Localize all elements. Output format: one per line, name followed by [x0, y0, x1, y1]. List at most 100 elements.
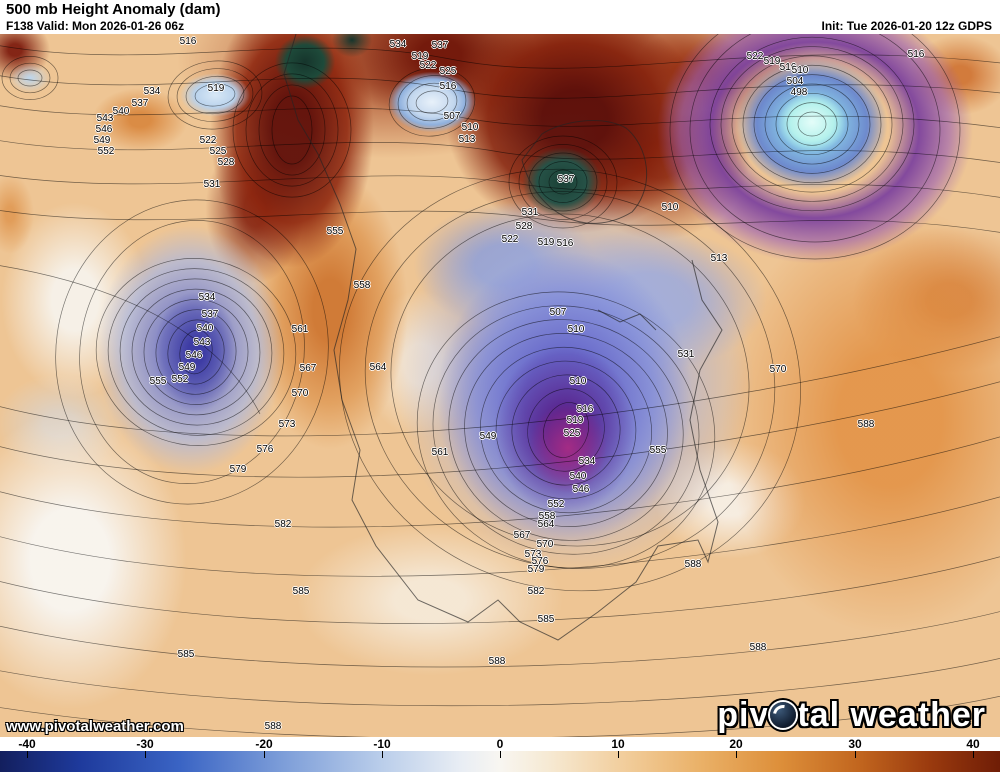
- header-bar: 500 mb Height Anomaly (dam) F138 Valid: …: [0, 0, 1000, 34]
- contour-label: 540: [196, 323, 214, 334]
- contour-label: 534: [143, 86, 161, 97]
- contour-label: 540: [112, 106, 130, 117]
- contour-label: 531: [203, 179, 221, 190]
- contour-label: 534: [389, 39, 407, 50]
- contour-label: 534: [578, 456, 596, 467]
- contour-label: 579: [527, 564, 545, 575]
- contour-label: 558: [538, 511, 556, 522]
- contour-label: 579: [229, 464, 247, 475]
- contour-label: 555: [149, 376, 167, 387]
- logo-text-weather: weather: [850, 696, 986, 734]
- contour-label: 567: [299, 363, 317, 374]
- contour-label: 588: [684, 559, 702, 570]
- contour-label: 519: [566, 415, 584, 426]
- contour-label: 582: [527, 586, 545, 597]
- contour-label: 528: [515, 221, 533, 232]
- colorbar-tick-label: 30: [848, 737, 862, 751]
- contour-label: 552: [171, 374, 189, 385]
- contour-label: 573: [524, 549, 542, 560]
- contour-label: 507: [549, 307, 567, 318]
- contour-label: 552: [97, 146, 115, 157]
- valid-time-label: F138 Valid: Mon 2026-01-26 06z: [6, 19, 185, 33]
- contour-label: 570: [769, 364, 787, 375]
- contour-label: 522: [501, 234, 519, 245]
- colorbar-tick-label: 0: [496, 737, 504, 751]
- contour-label: 507: [443, 111, 461, 122]
- contour-label: 516: [779, 62, 797, 73]
- contour-label: 513: [710, 253, 728, 264]
- colorbar-tick-mark: [145, 751, 146, 758]
- colorbar-tick-mark: [382, 751, 383, 758]
- colorbar-tick-label: -30: [136, 737, 154, 751]
- contour-label: 555: [649, 445, 667, 456]
- colorbar-tick-mark: [973, 751, 974, 758]
- contour-label: 522: [199, 135, 217, 146]
- contour-label: 525: [439, 66, 457, 77]
- colorbar-tick-label: 40: [966, 737, 980, 751]
- contour-label: 510: [791, 65, 809, 76]
- contour-label: 576: [531, 556, 549, 567]
- logo-text-piv: piv: [717, 696, 770, 734]
- contour-label: 552: [547, 499, 565, 510]
- contour-label: 549: [479, 431, 497, 442]
- watermark-url: www.pivotalweather.com: [6, 718, 184, 735]
- contour-label: 522: [746, 51, 764, 62]
- anomaly-color-field: [0, 34, 1000, 737]
- contour-label: 516: [556, 238, 574, 249]
- coastlines: [283, 34, 723, 641]
- contour-label: 570: [291, 388, 309, 399]
- contour-label: 585: [292, 586, 310, 597]
- contour-label: 567: [513, 530, 531, 541]
- contour-label: 543: [96, 113, 114, 124]
- contour-label: 498: [790, 87, 808, 98]
- contour-label: 504: [786, 76, 804, 87]
- colorbar-tick-label: -10: [373, 737, 391, 751]
- contour-label: 516: [907, 49, 925, 60]
- init-time-label: Init: Tue 2026-01-20 12z GDPS: [821, 19, 992, 33]
- contour-label: 564: [537, 519, 555, 530]
- contour-label: 546: [185, 350, 203, 361]
- contour-label: 588: [749, 642, 767, 653]
- contour-label: 561: [431, 447, 449, 458]
- contour-label: 510: [461, 122, 479, 133]
- contour-label: 534: [198, 292, 216, 303]
- contour-label: 516: [439, 81, 457, 92]
- colorbar-gradient: [0, 751, 1000, 772]
- contour-label: 513: [458, 134, 476, 145]
- colorbar-tick-mark: [264, 751, 265, 758]
- contour-label: 522: [419, 60, 437, 71]
- contour-label: 537: [431, 40, 449, 51]
- contour-label: 543: [193, 337, 211, 348]
- colorbar-tick-label: -40: [18, 737, 36, 751]
- contour-label: 519: [207, 83, 225, 94]
- contour-label: 588: [264, 721, 282, 732]
- contour-label: 525: [209, 146, 227, 157]
- contour-label: 537: [557, 174, 575, 185]
- contour-label: 546: [572, 484, 590, 495]
- colorbar-tick-mark: [736, 751, 737, 758]
- contour-label: 555: [326, 226, 344, 237]
- colorbar-tick-mark: [500, 751, 501, 758]
- contour-lines: [0, 34, 1000, 737]
- contour-label: 516: [576, 404, 594, 415]
- contour-label: 510: [567, 324, 585, 335]
- contour-label: 558: [353, 280, 371, 291]
- contour-label: 561: [291, 324, 309, 335]
- contour-label: 519: [537, 237, 555, 248]
- contour-label: 531: [521, 207, 539, 218]
- contour-label: 531: [677, 349, 695, 360]
- contour-label: 516: [179, 36, 197, 47]
- contour-label: 510: [569, 376, 587, 387]
- colorbar-tick-mark: [27, 751, 28, 758]
- logo-globe-icon: [770, 702, 797, 728]
- logo-text-tal: tal: [797, 696, 841, 734]
- page-title: 500 mb Height Anomaly (dam): [6, 1, 221, 18]
- pivotal-weather-logo: piv tal weather: [717, 696, 986, 735]
- contour-label: 510: [661, 202, 679, 213]
- colorbar-tick-label: -20: [255, 737, 273, 751]
- contour-label: 576: [256, 444, 274, 455]
- contour-label: 546: [95, 124, 113, 135]
- map-canvas: 516 534 537 540 543 546 549 552 519 522 525 528 531 5…: [0, 34, 1000, 737]
- contour-label: 570: [536, 539, 554, 550]
